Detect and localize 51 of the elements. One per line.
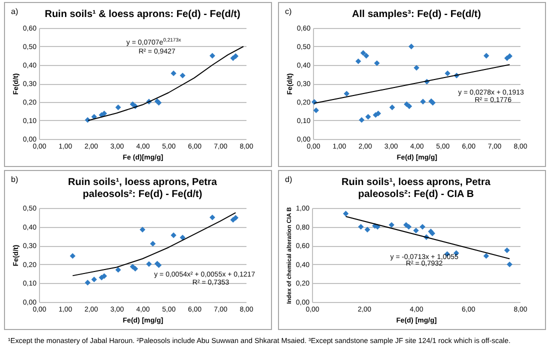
point	[180, 72, 186, 78]
point	[358, 224, 364, 230]
point	[506, 262, 512, 268]
point	[210, 52, 216, 59]
point	[484, 52, 490, 59]
point	[413, 228, 419, 234]
text: c)	[285, 7, 292, 16]
point	[506, 53, 512, 59]
point	[180, 234, 186, 240]
text: a)	[11, 7, 18, 16]
point	[115, 104, 122, 110]
point	[84, 280, 90, 286]
chart-title: Ruin soils¹, loess aprons, Petra paleosols²: Fe(d) - Fe(d/t)	[68, 177, 218, 200]
chart-title: All samples³: Fe(d) - Fe(d/t)	[352, 9, 481, 20]
point	[344, 90, 350, 97]
text: d)	[285, 175, 292, 184]
point	[355, 58, 362, 64]
point	[420, 224, 426, 230]
point	[140, 226, 146, 232]
chart-title: Ruin soils¹, loess aprons, Petra paleosols²: Fe(d) - CIA B	[342, 177, 491, 200]
point	[504, 247, 510, 254]
point	[342, 210, 349, 216]
point	[358, 117, 364, 123]
point	[146, 261, 152, 267]
point	[313, 107, 319, 114]
point	[374, 60, 380, 66]
text: b)	[11, 175, 18, 184]
point	[210, 214, 216, 220]
point	[363, 52, 370, 59]
point	[91, 276, 97, 282]
point	[360, 50, 366, 56]
point	[91, 114, 97, 120]
point	[70, 253, 76, 259]
point	[170, 70, 176, 76]
point	[132, 266, 138, 272]
point	[389, 104, 396, 110]
point	[483, 253, 490, 259]
point	[115, 267, 122, 273]
point	[364, 226, 370, 232]
point	[414, 64, 420, 71]
point	[406, 103, 412, 110]
point	[170, 232, 176, 238]
point	[408, 44, 414, 50]
point	[444, 70, 450, 76]
chart-title: Ruin soils¹ & loess aprons: Fe(d) - Fe(d/t)	[44, 9, 240, 20]
point	[420, 98, 426, 104]
point	[365, 114, 371, 120]
point	[150, 240, 156, 247]
point	[232, 53, 238, 59]
point	[388, 222, 394, 228]
point	[232, 214, 238, 221]
